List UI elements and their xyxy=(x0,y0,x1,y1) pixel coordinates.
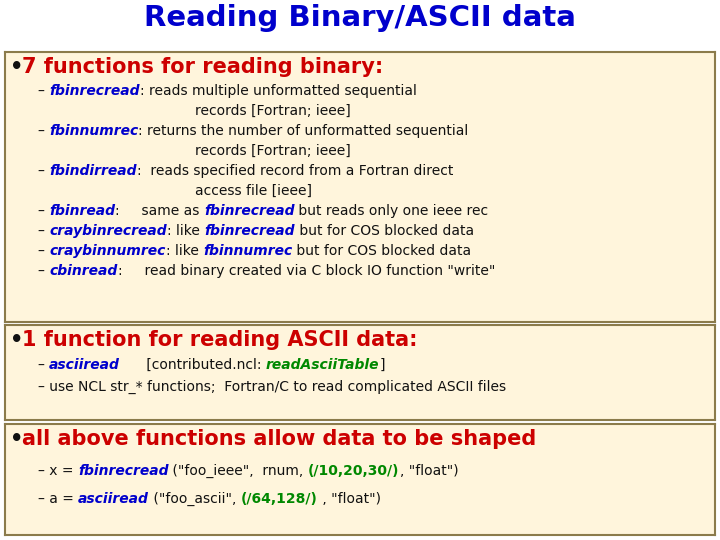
Text: : like: : like xyxy=(166,244,203,258)
Text: but for COS blocked data: but for COS blocked data xyxy=(294,224,474,238)
Text: but reads only one ieee rec: but reads only one ieee rec xyxy=(294,204,489,218)
Text: –: – xyxy=(38,164,49,178)
Text: : returns the number of unformatted sequential: : returns the number of unformatted sequ… xyxy=(138,124,469,138)
Text: craybinnumrec: craybinnumrec xyxy=(49,244,166,258)
Text: –: – xyxy=(38,244,49,258)
Text: :     same as: : same as xyxy=(115,204,204,218)
Text: Reading Binary/ASCII data: Reading Binary/ASCII data xyxy=(144,4,576,32)
Text: all above functions allow data to be shaped: all above functions allow data to be sha… xyxy=(22,429,536,449)
Text: records [Fortran; ieee]: records [Fortran; ieee] xyxy=(195,104,351,118)
Text: fbinnumrec: fbinnumrec xyxy=(203,244,292,258)
Text: ("foo_ieee",  rnum,: ("foo_ieee", rnum, xyxy=(168,464,308,478)
Text: fbinrecread: fbinrecread xyxy=(204,224,294,238)
Text: access file [ieee]: access file [ieee] xyxy=(195,184,312,198)
Text: (/10,20,30/): (/10,20,30/) xyxy=(308,464,400,478)
Text: –: – xyxy=(38,124,49,138)
Text: ]: ] xyxy=(379,358,385,372)
Text: fbinnumrec: fbinnumrec xyxy=(49,124,138,138)
Text: [contributed.ncl:: [contributed.ncl: xyxy=(120,358,266,372)
Text: ("foo_ascii",: ("foo_ascii", xyxy=(149,492,241,506)
Text: but for COS blocked data: but for COS blocked data xyxy=(292,244,472,258)
Text: craybinrecread: craybinrecread xyxy=(49,224,167,238)
Text: fbinrecread: fbinrecread xyxy=(49,84,140,98)
Text: :     read binary created via C block IO function "write": : read binary created via C block IO fun… xyxy=(117,264,495,278)
Text: –: – xyxy=(38,264,49,278)
Text: fbinrecread: fbinrecread xyxy=(78,464,168,478)
Text: –: – xyxy=(38,224,49,238)
Text: •: • xyxy=(10,57,23,77)
Text: , "float"): , "float") xyxy=(318,492,381,506)
Text: readAsciiTable: readAsciiTable xyxy=(266,358,379,372)
Text: – use NCL str_* functions;  Fortran/C to read complicated ASCII files: – use NCL str_* functions; Fortran/C to … xyxy=(38,380,506,394)
Text: (/64,128/): (/64,128/) xyxy=(241,492,318,506)
Text: , "float"): , "float") xyxy=(400,464,458,478)
Text: 1 function for reading ASCII data:: 1 function for reading ASCII data: xyxy=(22,330,418,350)
Text: asciiread: asciiread xyxy=(78,492,149,506)
Text: fbinread: fbinread xyxy=(49,204,115,218)
Text: fbinrecread: fbinrecread xyxy=(204,204,294,218)
Text: –: – xyxy=(38,358,49,372)
Text: 7 functions for reading binary:: 7 functions for reading binary: xyxy=(22,57,383,77)
Text: asciiread: asciiread xyxy=(49,358,120,372)
Text: – x =: – x = xyxy=(38,464,78,478)
Text: :  reads specified record from a Fortran direct: : reads specified record from a Fortran … xyxy=(137,164,453,178)
Text: fbindirread: fbindirread xyxy=(49,164,137,178)
Text: –: – xyxy=(38,204,49,218)
Text: –: – xyxy=(38,84,49,98)
Text: •: • xyxy=(10,330,23,350)
Text: records [Fortran; ieee]: records [Fortran; ieee] xyxy=(195,144,351,158)
Text: : like: : like xyxy=(167,224,204,238)
Text: : reads multiple unformatted sequential: : reads multiple unformatted sequential xyxy=(140,84,417,98)
Text: •: • xyxy=(10,429,23,449)
Text: cbinread: cbinread xyxy=(49,264,117,278)
Text: – a =: – a = xyxy=(38,492,78,506)
